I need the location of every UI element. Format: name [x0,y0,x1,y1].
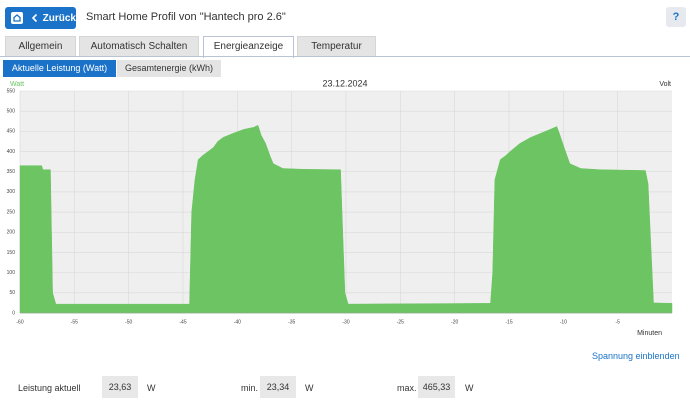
y-axis-label: Watt [10,81,24,88]
chevron-icon [31,13,37,23]
help-button[interactable]: ? [666,7,686,27]
back-label: Zurück [42,12,76,24]
x-tick-label: -50 [125,319,132,325]
y-tick-label: 300 [7,189,16,195]
stat-value: 465,33 [418,376,455,398]
x-tick-label: -35 [288,319,295,325]
x-tick-label: -40 [234,319,241,325]
x-tick-label: -30 [342,319,349,325]
y-tick-label: 250 [7,209,16,215]
x-tick-label: -55 [71,319,78,325]
subtab[interactable]: Gesamtenergie (kWh) [117,60,221,77]
x-tick-label: -25 [397,319,404,325]
stat-label: Leistung aktuell [18,383,81,393]
area [19,124,673,314]
stat-label: min. [241,383,259,393]
y-tick-label: 200 [7,230,16,236]
chart: Watt 23.12.2024 Volt Minuten 0 50 100 150 20… [7,78,673,337]
y-tick-label: 450 [7,129,16,135]
home-icon [11,12,23,24]
y-tick-label: 350 [7,169,16,175]
y-tick-label: 0 [12,310,15,316]
back-button[interactable]: Zurück [5,7,76,29]
stat-unit: W [147,383,156,393]
stat-label: max. [397,383,417,393]
y-tick-label: 550 [7,88,16,94]
tab[interactable]: Temperatur [297,36,376,56]
x-tick-label: -10 [560,319,567,325]
tab[interactable]: Energieanzeige [203,36,294,58]
x-axis-label: Minuten [637,330,662,337]
tab-divider [0,56,690,57]
page-title: Smart Home Profil von "Hantech pro 2.6" [86,11,286,23]
tab[interactable]: Automatisch Schalten [79,36,199,56]
chart-title: 23.12.2024 [322,78,367,88]
toggle-voltage-link[interactable]: Spannung einblenden [592,351,680,361]
stat-value: 23,34 [260,376,296,398]
x-tick-label: -60 [16,319,23,325]
y-tick-label: 50 [9,290,15,296]
subtab[interactable]: Aktuelle Leistung (Watt) [3,60,116,77]
y-tick-label: 150 [7,250,16,256]
y-tick-label: 500 [7,109,16,115]
x-tick-label: -45 [179,319,186,325]
x-tick-label: -5 [615,319,620,325]
y2-axis-label: Volt [659,81,671,88]
y-tick-label: 100 [7,270,16,276]
x-tick-label: -15 [505,319,512,325]
stat-value: 23,63 [102,376,138,398]
tab[interactable]: Allgemein [5,36,76,56]
stat-unit: W [305,383,314,393]
y-tick-label: 400 [7,149,16,155]
x-tick-label: -20 [451,319,458,325]
stat-unit: W [465,383,474,393]
